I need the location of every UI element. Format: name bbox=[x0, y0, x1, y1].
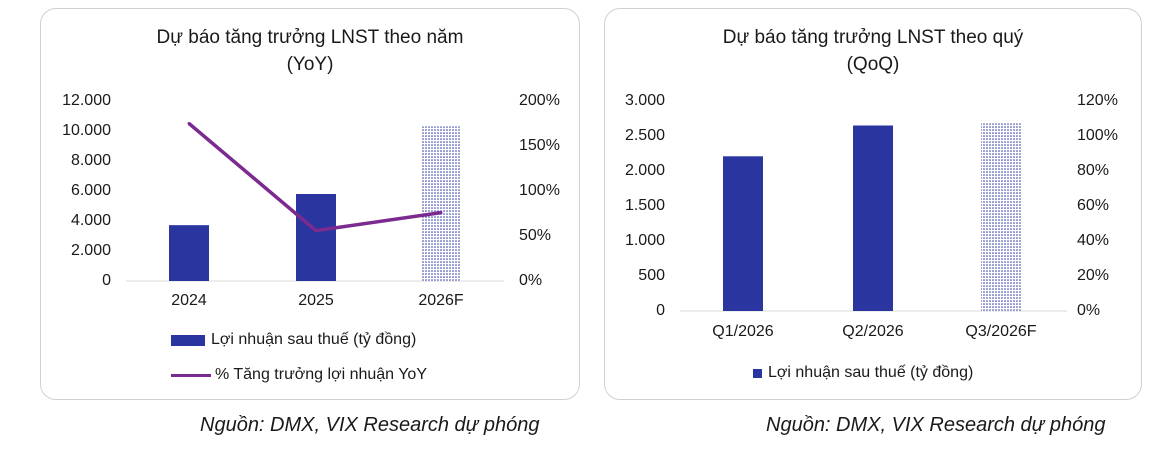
y-left-tick-label: 6.000 bbox=[70, 182, 111, 199]
y-left-tick-label: 0 bbox=[656, 302, 665, 319]
legend-swatch-bar bbox=[753, 368, 762, 378]
chart-title: Dự báo tăng trưởng LNST theo năm bbox=[156, 27, 464, 48]
y-left-tick-label: 2.000 bbox=[624, 162, 665, 179]
y-right-tick-label: 40% bbox=[1077, 232, 1110, 249]
forecast-bar bbox=[421, 126, 461, 281]
x-tick-label: Q1/2026 bbox=[712, 323, 774, 340]
legend-item-growth: % Tăng trưởng lợi nhuận YoY bbox=[171, 366, 427, 384]
yoy-chart-plot bbox=[126, 122, 504, 282]
y-left-tick-label: 2.000 bbox=[70, 242, 111, 259]
forecast-bar bbox=[981, 123, 1021, 312]
yoy-chart-panel: Dự báo tăng trưởng LNST theo năm (YoY) 1… bbox=[40, 8, 580, 400]
source-note-left: Nguồn: DMX, VIX Research dự phóng bbox=[200, 414, 540, 436]
y-left-tick-label: 2.500 bbox=[624, 127, 665, 144]
y-left-tick-label: 500 bbox=[638, 267, 665, 284]
y-right-tick-label: 50% bbox=[519, 227, 552, 244]
legend-item-profit: Lợi nhuận sau thuế (tỷ đồng) bbox=[171, 331, 416, 349]
y-right-tick-label: 120% bbox=[1077, 92, 1118, 109]
y-right-tick-label: 0% bbox=[519, 272, 543, 289]
x-tick-label: 2024 bbox=[171, 292, 207, 309]
y-right-tick-label: 150% bbox=[519, 137, 560, 154]
legend-item-profit: Lợi nhuận sau thuế (tỷ đồng) bbox=[753, 364, 973, 382]
y-right-tick-label: 100% bbox=[1077, 127, 1118, 144]
growth-point bbox=[314, 229, 318, 233]
x-tick-label: Q3/2026F bbox=[965, 323, 1037, 340]
y-right-tick-label: 20% bbox=[1077, 267, 1110, 284]
y-left-tick-label: 1.000 bbox=[624, 232, 665, 249]
legend-swatch-line bbox=[171, 373, 211, 377]
chart-title: Dự báo tăng trưởng LNST theo quý bbox=[722, 27, 1024, 48]
legend-label: Lợi nhuận sau thuế (tỷ đồng) bbox=[768, 364, 974, 381]
qoq-chart-plot bbox=[680, 123, 1067, 312]
y-left-tick-label: 0 bbox=[102, 272, 111, 289]
legend-label: Lợi nhuận sau thuế (tỷ đồng) bbox=[211, 331, 417, 348]
x-tick-label: Q2/2026 bbox=[842, 323, 904, 340]
chart-subtitle: (YoY) bbox=[286, 54, 334, 75]
y-left-tick-label: 4.000 bbox=[70, 212, 111, 229]
y-left-tick-label: 1.500 bbox=[624, 197, 665, 214]
y-right-tick-label: 0% bbox=[1077, 302, 1101, 319]
bar bbox=[723, 156, 763, 311]
bar bbox=[853, 125, 893, 311]
chart-subtitle: (QoQ) bbox=[846, 54, 900, 75]
y-right-tick-label: 80% bbox=[1077, 162, 1110, 179]
qoq-chart-panel: Dự báo tăng trưởng LNST theo quý (QoQ) 3… bbox=[604, 8, 1142, 400]
growth-point bbox=[439, 211, 443, 215]
legend-swatch-bar bbox=[171, 334, 205, 346]
legend-label: % Tăng trưởng lợi nhuận YoY bbox=[215, 366, 427, 383]
x-tick-label: 2025 bbox=[298, 292, 334, 309]
y-right-tick-label: 100% bbox=[519, 182, 560, 199]
y-left-tick-label: 12.000 bbox=[62, 92, 111, 109]
y-right-tick-label: 200% bbox=[519, 92, 560, 109]
y-left-tick-label: 3.000 bbox=[624, 92, 665, 109]
x-tick-label: 2026F bbox=[418, 292, 464, 309]
source-note-right: Nguồn: DMX, VIX Research dự phóng bbox=[766, 414, 1106, 436]
y-right-tick-label: 60% bbox=[1077, 197, 1110, 214]
bar bbox=[296, 194, 336, 281]
y-left-tick-label: 8.000 bbox=[70, 152, 111, 169]
bar bbox=[169, 225, 209, 281]
y-left-tick-label: 10.000 bbox=[62, 122, 111, 139]
growth-point bbox=[187, 122, 191, 125]
